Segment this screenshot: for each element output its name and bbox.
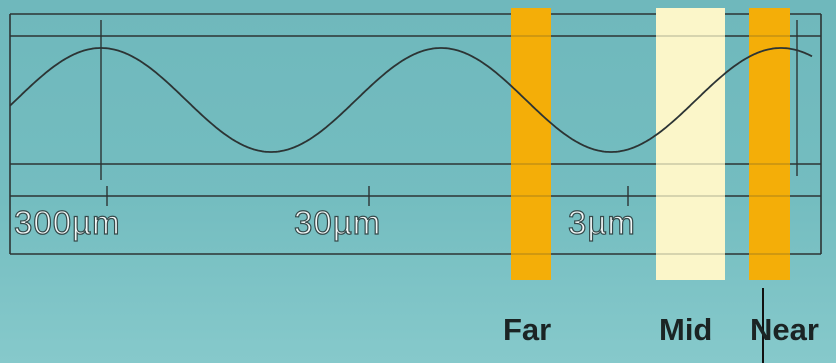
scale-label-3um: 3µm bbox=[567, 204, 636, 241]
far-label: Far bbox=[503, 312, 552, 347]
band-rail-overlay bbox=[511, 35, 790, 255]
waveform-curve bbox=[9, 47, 813, 153]
mid-label: Mid bbox=[659, 312, 713, 347]
scale-label-30um: 30µm bbox=[293, 204, 382, 241]
scale-label-300um: 300µm bbox=[13, 204, 121, 241]
mid-band bbox=[656, 8, 725, 280]
far-band bbox=[511, 8, 551, 280]
near-label: Near bbox=[750, 312, 819, 347]
